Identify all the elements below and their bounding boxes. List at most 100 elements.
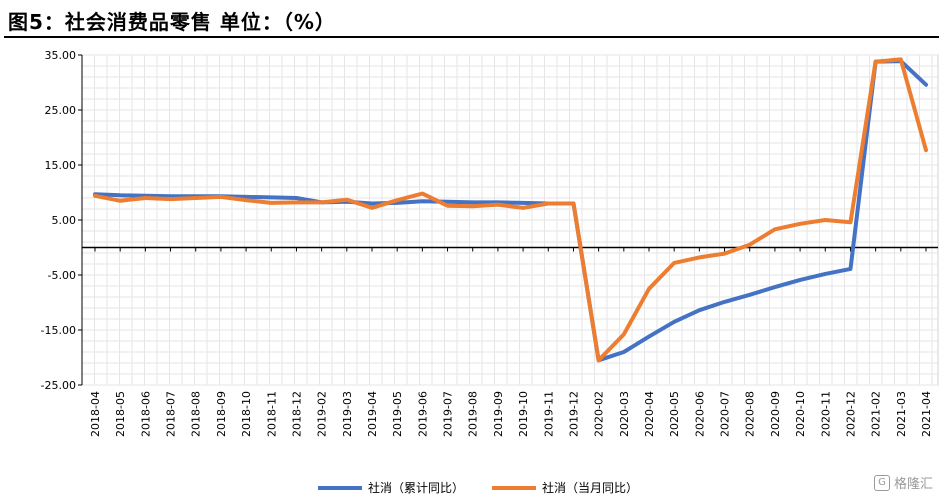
x-tick-label: 2020-12 <box>844 391 857 437</box>
data-point <box>294 200 298 204</box>
x-tick-label: 2018-10 <box>240 391 253 437</box>
data-point <box>269 201 273 205</box>
x-tick-label: 2021-02 <box>870 391 883 437</box>
data-point <box>823 218 827 222</box>
data-point <box>697 308 701 312</box>
x-tick-label: 2018-04 <box>89 391 102 437</box>
data-point <box>672 261 676 265</box>
legend-label-1: 社消（累计同比） <box>368 480 464 495</box>
data-point <box>194 196 198 200</box>
data-point <box>924 83 928 87</box>
grid-lines <box>82 54 938 386</box>
y-axis: 35.00 25.00 15.00 5.00 -5.00 -15.00 -25.00 <box>41 49 83 392</box>
data-point <box>521 201 525 205</box>
data-point <box>798 278 802 282</box>
data-point <box>597 358 601 362</box>
x-tick-label: 2018-12 <box>290 391 303 437</box>
data-point <box>244 198 248 202</box>
data-point <box>118 199 122 203</box>
data-point <box>773 227 777 231</box>
x-tick-label: 2018-07 <box>165 391 178 437</box>
data-point <box>219 195 223 199</box>
watermark: G 格隆汇 <box>873 473 933 492</box>
data-point <box>345 198 349 202</box>
x-tick-label: 2019-02 <box>316 391 329 437</box>
data-point <box>697 255 701 259</box>
data-point <box>143 196 147 200</box>
data-point <box>370 202 374 206</box>
x-tick-label: 2020-07 <box>719 391 732 437</box>
y-tick-label: 25.00 <box>45 104 77 117</box>
data-point <box>773 285 777 289</box>
x-tick-label: 2020-03 <box>618 391 631 437</box>
x-tick-label: 2018-09 <box>215 391 228 437</box>
chart-title: 图5：社会消费品零售 单位：（%） <box>8 10 336 34</box>
data-point <box>446 204 450 208</box>
y-tick-label: -25.00 <box>41 379 76 392</box>
data-point <box>294 196 298 200</box>
watermark-text: 格隆汇 <box>893 477 933 492</box>
x-tick-label: 2020-09 <box>769 391 782 437</box>
y-tick-label: 5.00 <box>52 214 77 227</box>
x-tick-label: 2018-08 <box>190 391 203 437</box>
title-bar: 图5：社会消费品零售 单位：（%） <box>0 0 943 38</box>
data-point <box>672 320 676 324</box>
data-point <box>647 335 651 339</box>
x-axis: 2018-04 2018-05 2018-06 2018-07 2018-08 2018-… <box>82 246 938 437</box>
data-point <box>320 200 324 204</box>
legend: 社消（累计同比） 社消（当月同比） <box>318 480 638 495</box>
data-point <box>823 272 827 276</box>
series-line-2 <box>93 57 928 363</box>
data-point <box>874 60 878 64</box>
x-tick-label: 2018-06 <box>139 391 152 437</box>
data-point <box>848 267 852 271</box>
data-point <box>93 194 97 198</box>
data-point <box>571 202 575 206</box>
x-tick-label: 2019-06 <box>416 391 429 437</box>
x-tick-label: 2021-04 <box>920 391 933 437</box>
x-tick-label: 2019-04 <box>366 391 379 437</box>
x-tick-label: 2018-05 <box>114 391 127 437</box>
series-group <box>93 57 928 363</box>
x-tick-label: 2019-10 <box>517 391 530 437</box>
data-point <box>370 206 374 210</box>
data-point <box>622 332 626 336</box>
x-tick-label: 2019-08 <box>467 391 480 437</box>
data-point <box>748 293 752 297</box>
x-tick-label: 2020-06 <box>693 391 706 437</box>
data-point <box>496 203 500 207</box>
data-point <box>723 252 727 256</box>
y-tick-label: -5.00 <box>48 269 76 282</box>
data-point <box>420 199 424 203</box>
x-tick-label: 2019-07 <box>442 391 455 437</box>
x-tick-label: 2020-02 <box>593 391 606 437</box>
data-point <box>748 243 752 247</box>
x-tick-label: 2021-03 <box>895 391 908 437</box>
x-tick-label: 2019-09 <box>492 391 505 437</box>
data-point <box>848 220 852 224</box>
y-tick-label: -15.00 <box>41 324 76 337</box>
data-point <box>647 287 651 291</box>
data-point <box>622 350 626 354</box>
x-tick-label: 2019-03 <box>341 391 354 437</box>
data-point <box>723 300 727 304</box>
data-point <box>899 57 903 61</box>
y-tick-label: 15.00 <box>45 159 77 172</box>
x-tick-label: 2019-11 <box>542 391 555 437</box>
x-tick-label: 2020-04 <box>643 391 656 437</box>
x-tick-label: 2020-05 <box>668 391 681 437</box>
x-tick-label: 2019-12 <box>567 391 580 437</box>
data-point <box>471 204 475 208</box>
x-tick-label: 2020-11 <box>819 391 832 437</box>
data-point <box>118 193 122 197</box>
legend-label-2: 社消（当月同比） <box>542 480 638 495</box>
data-point <box>521 206 525 210</box>
x-tick-label: 2020-08 <box>744 391 757 437</box>
data-point <box>395 198 399 202</box>
data-point <box>798 222 802 226</box>
data-point <box>420 192 424 196</box>
x-tick-label: 2019-05 <box>391 391 404 437</box>
gelonghui-logo-icon: G <box>873 474 890 491</box>
title-underline <box>4 36 939 38</box>
